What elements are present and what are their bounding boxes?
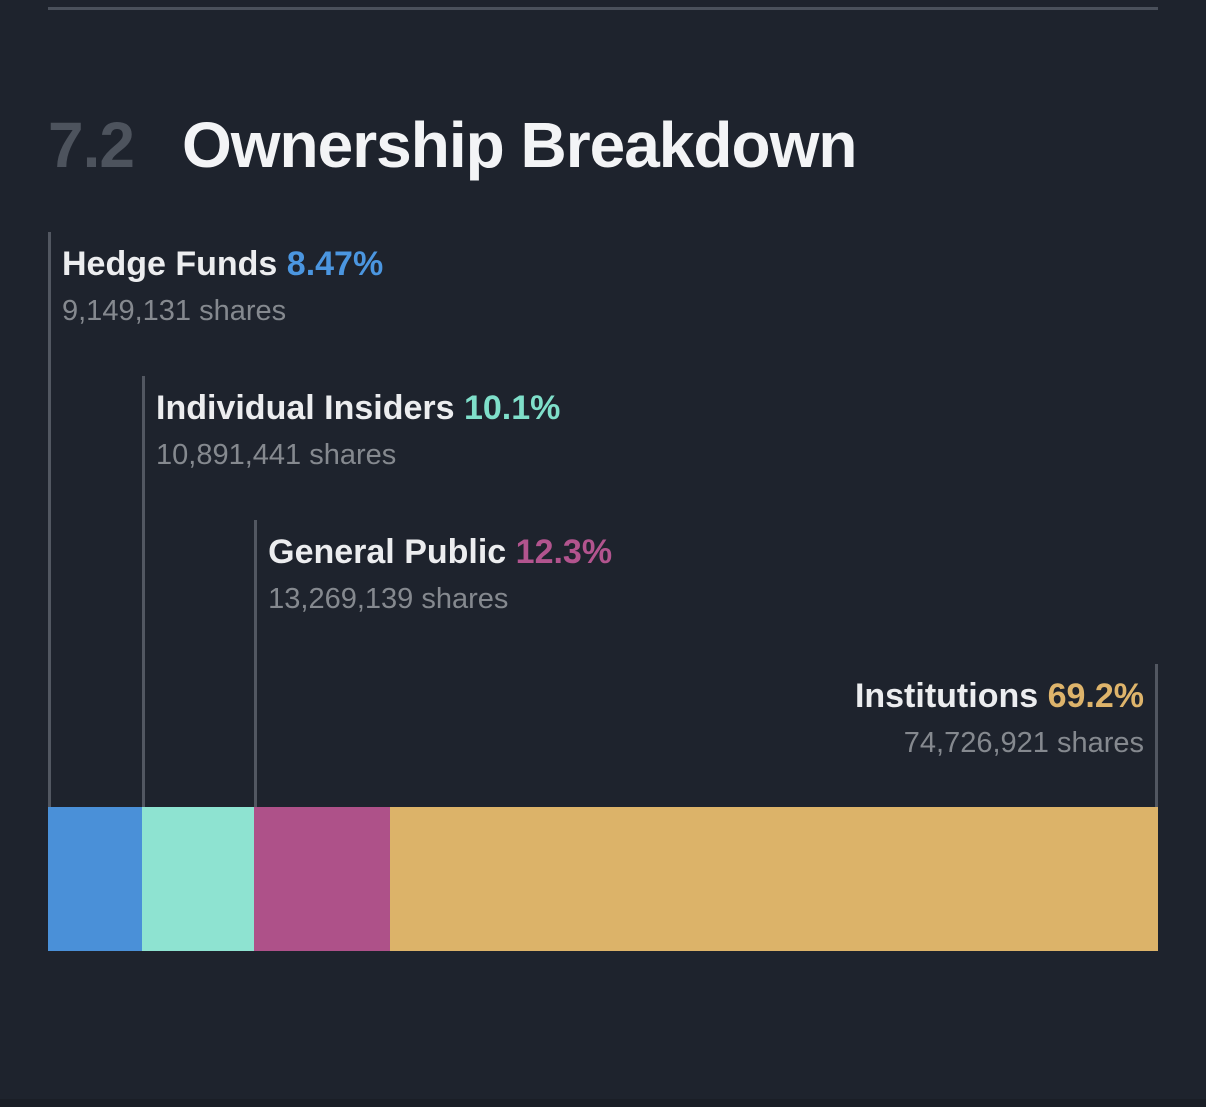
owner-title: General Public 12.3%	[268, 528, 612, 576]
owner-percent: 69.2%	[1047, 677, 1144, 715]
owner-name: Institutions	[854, 677, 1039, 715]
owner-title: Institutions 69.2%	[855, 672, 1144, 720]
leader-line-institutions	[1155, 664, 1158, 807]
owner-label-institutions: Institutions 69.2% 74,726,921 shares	[855, 672, 1144, 766]
owner-percent: 8.47%	[286, 245, 384, 283]
owner-title: Individual Insiders 10.1%	[156, 384, 560, 432]
owner-shares: 10,891,441 shares	[156, 439, 397, 471]
owner-name: Individual Insiders	[156, 389, 455, 427]
owner-label-general-public: General Public 12.3% 13,269,139 shares	[268, 528, 612, 622]
bar-segment-hedge-funds[interactable]	[48, 807, 142, 951]
owner-name: General Public	[268, 533, 507, 571]
owner-shares: 9,149,131 shares	[62, 295, 287, 327]
ownership-stacked-bar	[48, 807, 1158, 951]
owner-percent: 10.1%	[463, 389, 561, 427]
owner-label-hedge-funds: Hedge Funds 8.47% 9,149,131 shares	[62, 240, 383, 334]
owner-shares: 74,726,921 shares	[903, 727, 1144, 759]
section-divider	[48, 7, 1158, 10]
section-number: 7.2	[48, 109, 135, 181]
leader-line-individual-insiders	[142, 376, 146, 807]
bar-segment-general-public[interactable]	[253, 807, 391, 951]
owner-percent: 12.3%	[515, 533, 613, 571]
owner-name: Hedge Funds	[62, 245, 278, 283]
leader-line-hedge-funds	[48, 232, 51, 807]
owner-label-individual-insiders: Individual Insiders 10.1% 10,891,441 sha…	[156, 384, 560, 478]
owner-title: Hedge Funds 8.47%	[62, 240, 383, 288]
bar-segment-individual-insiders[interactable]	[141, 807, 254, 951]
section-title-row: 7.2 Ownership Breakdown	[48, 108, 857, 182]
bar-segment-institutions[interactable]	[390, 807, 1158, 951]
page-title: Ownership Breakdown	[181, 109, 857, 181]
leader-line-general-public	[254, 520, 258, 807]
bottom-edge-strip	[0, 1099, 1206, 1107]
owner-shares: 13,269,139 shares	[268, 583, 509, 615]
